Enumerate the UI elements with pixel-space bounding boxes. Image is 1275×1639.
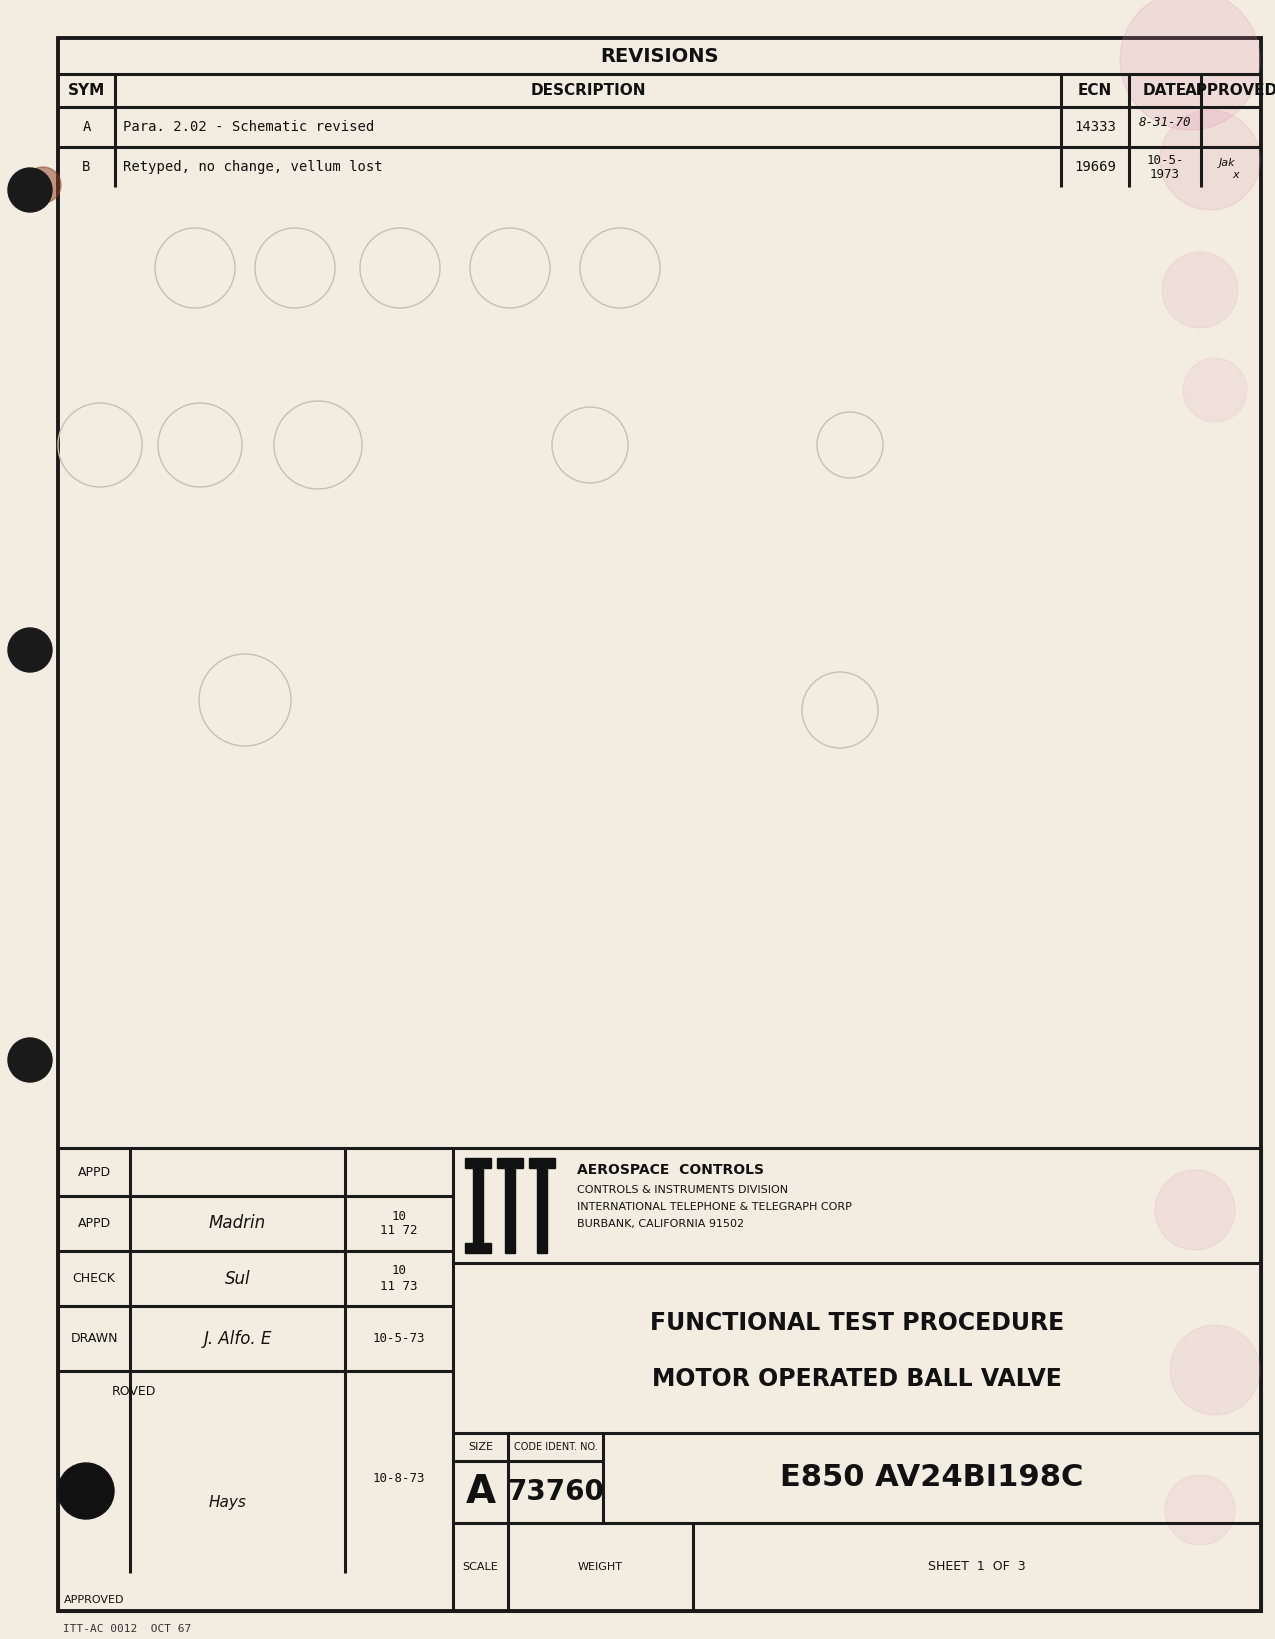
Bar (465, 1159, 491, 1169)
Text: E850 AV24BI198C: E850 AV24BI198C (780, 1464, 1084, 1493)
Text: 1973: 1973 (1150, 169, 1179, 182)
Circle shape (1155, 1170, 1235, 1251)
Text: Jak: Jak (1219, 157, 1243, 169)
Text: 10
11 73: 10 11 73 (380, 1265, 418, 1293)
Text: 10-8-73: 10-8-73 (372, 1472, 426, 1485)
Text: DATE: DATE (1142, 84, 1187, 98)
Text: DESCRIPTION: DESCRIPTION (530, 84, 645, 98)
Text: ITT-AC 0012  OCT 67: ITT-AC 0012 OCT 67 (62, 1624, 191, 1634)
Circle shape (1183, 357, 1247, 421)
Circle shape (8, 169, 52, 211)
Circle shape (1165, 1475, 1235, 1546)
Text: ROVED: ROVED (112, 1385, 157, 1398)
Circle shape (1170, 1324, 1260, 1414)
Text: INTERNATIONAL TELEPHONE & TELEGRAPH CORP: INTERNATIONAL TELEPHONE & TELEGRAPH CORP (578, 1201, 852, 1211)
Text: 10
11 72: 10 11 72 (380, 1210, 418, 1237)
Text: APPD: APPD (78, 1165, 111, 1178)
Text: FUNCTIONAL TEST PROCEDURE: FUNCTIONAL TEST PROCEDURE (650, 1311, 1065, 1334)
Text: 14333: 14333 (1074, 120, 1116, 134)
Bar (473, 1169, 483, 1242)
Text: APPROVED: APPROVED (64, 1595, 125, 1605)
Text: A: A (465, 1473, 496, 1511)
Text: Retyped, no change, vellum lost: Retyped, no change, vellum lost (122, 161, 382, 174)
Text: CHECK: CHECK (73, 1272, 116, 1285)
Text: 10-5-: 10-5- (1146, 154, 1183, 167)
Text: CODE IDENT. NO.: CODE IDENT. NO. (514, 1442, 598, 1452)
Text: ECN: ECN (1077, 84, 1112, 98)
Text: AEROSPACE  CONTROLS: AEROSPACE CONTROLS (578, 1164, 764, 1177)
Bar (505, 1169, 515, 1252)
Text: WEIGHT: WEIGHT (578, 1562, 623, 1572)
Text: 73760: 73760 (507, 1478, 604, 1506)
Text: APPD: APPD (78, 1218, 111, 1229)
Bar (465, 1242, 491, 1252)
Bar (497, 1159, 523, 1169)
Circle shape (1160, 110, 1260, 210)
Text: REVISIONS: REVISIONS (601, 46, 719, 66)
Text: SIZE: SIZE (468, 1442, 493, 1452)
Circle shape (8, 1037, 52, 1082)
Text: MOTOR OPERATED BALL VALVE: MOTOR OPERATED BALL VALVE (652, 1367, 1062, 1390)
Circle shape (8, 628, 52, 672)
Text: CONTROLS & INSTRUMENTS DIVISION: CONTROLS & INSTRUMENTS DIVISION (578, 1185, 788, 1195)
Text: Para. 2.02 - Schematic revised: Para. 2.02 - Schematic revised (122, 120, 375, 134)
Text: J. Alfo. E: J. Alfo. E (203, 1329, 272, 1347)
Text: Madrin: Madrin (209, 1214, 266, 1233)
Circle shape (1119, 0, 1260, 129)
Text: Sul: Sul (224, 1270, 250, 1288)
Text: APPROVED: APPROVED (1184, 84, 1275, 98)
Text: BURBANK, CALIFORNIA 91502: BURBANK, CALIFORNIA 91502 (578, 1219, 745, 1229)
Text: DRAWN: DRAWN (70, 1333, 117, 1346)
Text: Hays: Hays (209, 1495, 246, 1511)
Text: SCALE: SCALE (463, 1562, 499, 1572)
Text: 19669: 19669 (1074, 161, 1116, 174)
Text: 10-5-73: 10-5-73 (372, 1333, 426, 1346)
Bar (529, 1159, 555, 1169)
Text: SHEET  1  OF  3: SHEET 1 OF 3 (928, 1560, 1026, 1573)
Text: B: B (83, 161, 91, 174)
Bar (537, 1169, 547, 1252)
Text: SYM: SYM (68, 84, 105, 98)
Text: A: A (83, 120, 91, 134)
Circle shape (26, 167, 61, 203)
Text: 8-31-70: 8-31-70 (1139, 116, 1191, 129)
Text: x: x (1233, 170, 1239, 180)
Circle shape (57, 1464, 113, 1519)
Bar (57, 1147, 1261, 1611)
Circle shape (1162, 252, 1238, 328)
